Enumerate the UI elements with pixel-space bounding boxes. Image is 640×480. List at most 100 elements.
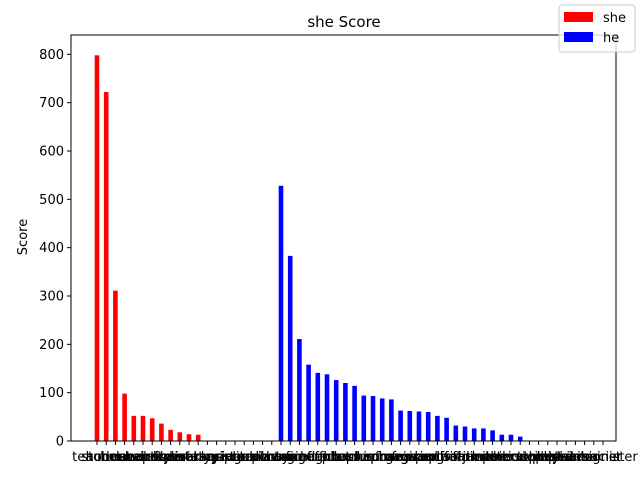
bar-she-student	[103, 92, 109, 441]
x-tick-label: doctor	[251, 450, 293, 465]
bar-he-captain	[435, 415, 440, 441]
x-tick-label: banker	[332, 450, 378, 465]
x-tick-label: warrior	[479, 450, 526, 465]
bar-she-dancer	[131, 415, 137, 441]
x-tick-label: sheriff	[408, 450, 450, 465]
bar-he-sheriff	[425, 412, 431, 441]
y-tick-label: 0	[56, 435, 64, 450]
x-tick-label: nanny	[178, 450, 219, 465]
bar-he-soldier	[462, 426, 468, 441]
x-tick-label: physician	[535, 450, 597, 465]
x-tick-label: lawyer	[259, 450, 303, 465]
bar-she-secretary	[186, 434, 192, 441]
x-tick-label: bookkeeper	[169, 450, 246, 465]
x-tick-label: maid	[237, 450, 270, 465]
x-tick-label: singer	[215, 450, 256, 465]
bar-he-warrior	[499, 434, 505, 441]
x-tick-label: planner	[532, 450, 582, 465]
x-tick-label: librarian	[153, 450, 207, 465]
x-tick-label: scientist	[521, 450, 575, 465]
bar-he-broker	[490, 430, 495, 441]
x-tick-label: firefighter	[286, 450, 351, 465]
x-tick-label: typist	[198, 450, 235, 465]
bar-he-farmer	[471, 428, 477, 441]
x-tick-label: soldier	[443, 450, 487, 465]
x-tick-label: pharmacist	[548, 450, 621, 465]
bar-she-hairdresser	[159, 423, 164, 441]
x-tick-label: captain	[413, 450, 461, 465]
bar-he-janitor	[481, 428, 486, 441]
x-tick-label: nurse	[97, 450, 134, 465]
bar-he-guard	[416, 411, 422, 441]
bar-he-philosopher	[517, 436, 523, 441]
x-tick-label: socialite	[199, 450, 253, 465]
bar-she-stylist	[168, 429, 173, 441]
bar-he-manager	[287, 255, 293, 441]
x-tick-label: dancer	[111, 450, 157, 465]
bar-he-architect	[306, 364, 311, 441]
bar-he-firefighter	[315, 372, 321, 441]
y-tick-label: 200	[39, 338, 64, 353]
legend: she he	[558, 4, 636, 53]
y-tick-label: 300	[39, 290, 64, 305]
x-tick-label: painter	[552, 450, 599, 465]
bar-he-boss	[343, 383, 348, 441]
bar-she-nurse	[113, 290, 118, 441]
x-tick-label: administer	[568, 450, 638, 465]
x-tick-label: engineer	[271, 450, 329, 465]
x-tick-label: boss	[331, 450, 361, 465]
y-tick-label: 600	[39, 145, 64, 160]
bar-he-lawyer	[278, 185, 284, 441]
x-tick-label: philosopher	[482, 450, 559, 465]
x-tick-label: plumber	[346, 450, 401, 465]
bar-she-homemaker	[122, 393, 127, 441]
x-tick-label: economist	[496, 450, 563, 465]
y-tick-label: 800	[39, 48, 64, 63]
y-tick-label: 400	[39, 241, 64, 256]
x-tick-label: student	[81, 450, 131, 465]
bar-he-chef	[444, 417, 449, 441]
x-tick-label: athlete	[516, 450, 562, 465]
bar-she-librarian	[177, 432, 183, 441]
legend-swatch-he	[564, 32, 593, 42]
bar-she-nanny	[195, 434, 201, 441]
x-tick-label: chief	[348, 450, 380, 465]
y-tick-label: 100	[39, 386, 64, 401]
bar-he-professor	[398, 410, 403, 441]
y-axis-label: Score	[16, 219, 31, 255]
legend-label-she: she	[603, 11, 626, 26]
x-tick-label: secretary	[158, 450, 219, 465]
x-tick-label: farmer	[452, 450, 496, 465]
bar-he-engineer	[297, 339, 302, 441]
x-tick-label: housekeeper	[101, 450, 186, 465]
x-tick-label: architect	[280, 450, 337, 465]
x-tick-label: manager	[261, 450, 320, 465]
chart-title: she Score	[307, 13, 380, 31]
axes-layer: 0100200300400500600700800teacherstudentn…	[39, 34, 638, 465]
bars-layer	[94, 55, 523, 442]
bar-he-officer	[324, 374, 330, 441]
bar-he-chief	[361, 395, 367, 441]
x-tick-label: chef	[433, 450, 461, 465]
x-tick-label: mechanic	[351, 450, 414, 465]
bar-she-teacher	[94, 55, 100, 442]
y-tick-label: 700	[39, 96, 64, 111]
plot-frame	[70, 34, 617, 442]
x-tick-label: broker	[472, 450, 514, 465]
bar-he-detective	[508, 434, 514, 441]
bar-he-mechanic	[379, 398, 385, 441]
x-tick-label: stylist	[151, 450, 190, 465]
bar-he-plumber	[370, 396, 376, 441]
x-tick-label: receptionist	[114, 450, 191, 465]
x-tick-label: pilot	[322, 450, 351, 465]
bar-he-pilot	[333, 380, 339, 441]
legend-swatch-she	[564, 12, 593, 22]
x-tick-label: programmer	[415, 450, 497, 465]
x-tick-label: hairdresser	[125, 450, 199, 465]
bar-he-banker	[352, 385, 357, 441]
bar-he-magician	[407, 411, 413, 441]
legend-label-he: he	[603, 31, 619, 46]
bar-he-programmer	[453, 425, 459, 441]
